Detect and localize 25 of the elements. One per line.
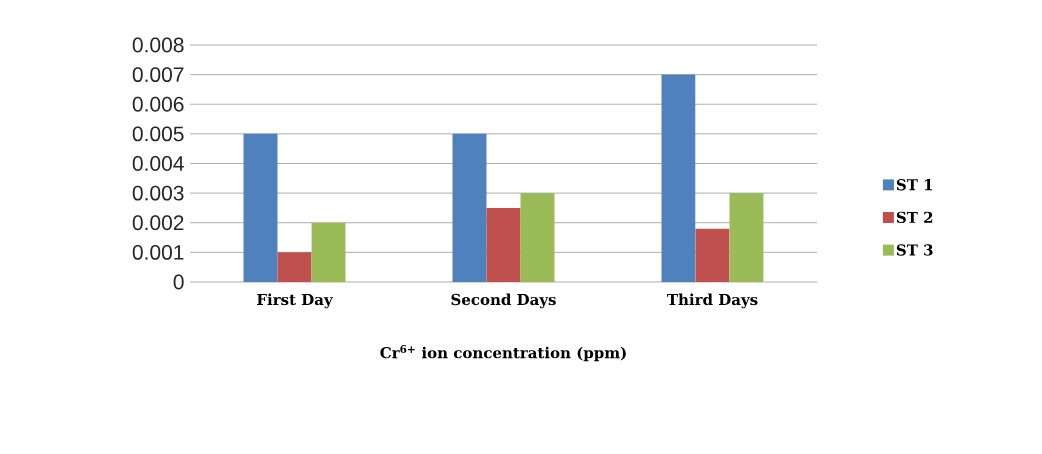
bar [243,133,278,282]
y-tick-label: 0.007 [132,67,184,83]
bar [729,193,764,282]
y-tick-label: 0 [173,274,184,290]
y-tick-label: 0.005 [132,126,184,142]
y-tick-label: 0.008 [132,37,184,53]
legend-label: ST 3 [896,244,933,256]
y-tick-label: 0.002 [132,215,184,231]
x-tick-label: First Day [257,293,333,309]
y-tick-label: 0.006 [132,96,184,112]
x-axis-title: Cr$^{6+}$ ion concentration (ppm) [380,345,626,362]
x-tick-label: Second Days [451,293,556,309]
legend-label: ST 1 [896,179,933,191]
y-tick-label: 0.003 [132,185,184,201]
bar [695,228,730,282]
bar [486,207,521,282]
bar [661,74,696,282]
bar [277,252,312,282]
x-tick-label: Third Days [667,293,758,309]
bar [452,133,487,282]
y-tick-label: 0.004 [132,156,184,171]
bar [311,222,346,282]
legend-label: ST 2 [896,211,933,224]
y-tick-label: 0.001 [132,244,184,260]
bar [520,193,555,282]
